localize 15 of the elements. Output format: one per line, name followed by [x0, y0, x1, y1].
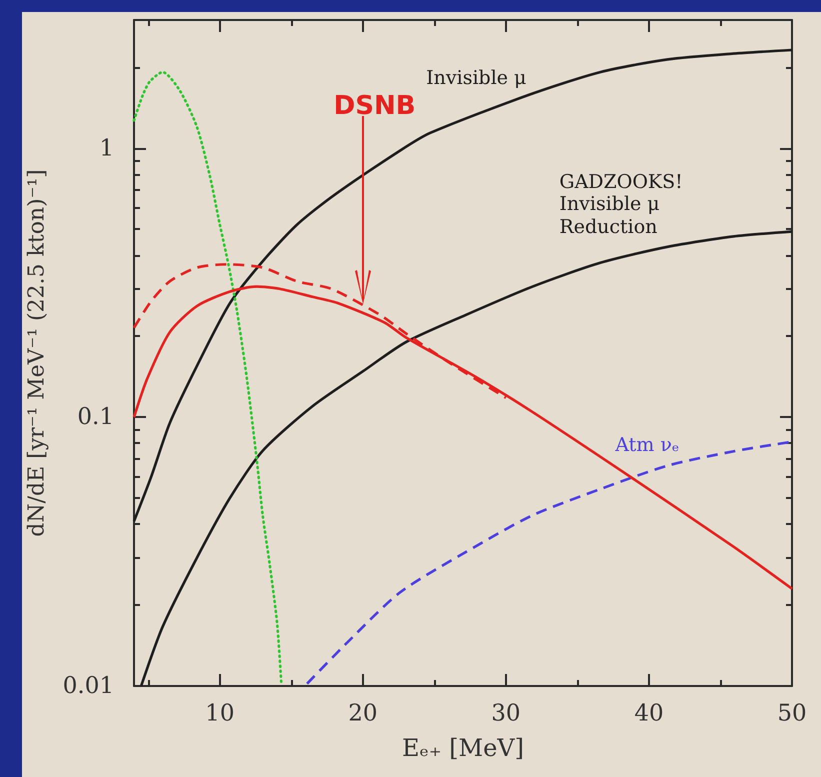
- series-label: Invisible μ: [426, 66, 526, 90]
- annotation: DSNB: [334, 91, 416, 121]
- y-tick-label: 1: [99, 135, 114, 162]
- x-tick-label: 30: [491, 700, 521, 726]
- x-tick-label: 50: [777, 700, 807, 726]
- series-label: GADZOOKS! Invisible μ Reduction: [559, 170, 683, 240]
- series-label: Atm νₑ: [615, 434, 680, 457]
- y-axis-title: dN/dE [yr⁻¹ MeV⁻¹ (22.5 kton)⁻¹]: [24, 169, 50, 537]
- y-tick-label: 0.1: [77, 404, 114, 430]
- x-axis-title: Eₑ₊ [MeV]: [402, 734, 524, 762]
- x-tick-label: 10: [205, 700, 234, 726]
- x-tick-label: 20: [348, 700, 378, 726]
- y-tick-label: 0.01: [62, 673, 114, 699]
- line-series: [132, 70, 283, 685]
- x-tick-label: 40: [634, 700, 664, 726]
